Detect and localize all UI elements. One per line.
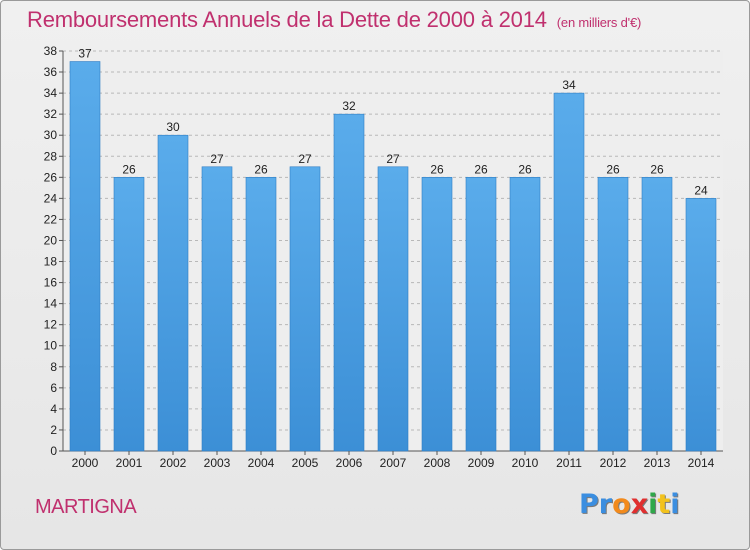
logo-letter: x: [630, 489, 649, 520]
y-tick-label: 26: [44, 170, 58, 184]
bar: [421, 177, 453, 452]
bar-value-label: 24: [694, 183, 708, 197]
chart-title: Remboursements Annuels de la Dette de 20…: [27, 7, 641, 33]
x-tick-label: 2008: [424, 456, 451, 470]
logo-letter: t: [657, 489, 671, 520]
x-tick-label: 2000: [72, 456, 99, 470]
x-tick-label: 2010: [512, 456, 539, 470]
x-tick-label: 2003: [204, 456, 231, 470]
y-tick-label: 32: [44, 107, 58, 121]
x-tick-label: 2006: [336, 456, 363, 470]
bar-value-label: 26: [254, 162, 268, 176]
y-tick-label: 6: [50, 381, 57, 395]
x-tick-label: 2013: [644, 456, 671, 470]
bar-value-label: 27: [298, 152, 312, 166]
bar: [465, 177, 497, 452]
bar: [597, 177, 629, 452]
bar: [377, 166, 409, 452]
commune-name: MARTIGNA: [35, 496, 137, 518]
y-tick-label: 20: [44, 233, 58, 247]
bar-value-label: 32: [342, 99, 356, 113]
y-tick-label: 0: [50, 444, 57, 458]
bar-value-label: 26: [122, 162, 136, 176]
bar-value-label: 37: [78, 47, 92, 61]
y-tick-label: 4: [50, 402, 57, 416]
bar: [641, 177, 673, 452]
bar: [289, 166, 321, 452]
y-tick-label: 16: [44, 276, 58, 290]
x-tick-label: 2001: [116, 456, 143, 470]
x-tick-label: 2012: [600, 456, 627, 470]
logo-letter: i: [670, 489, 680, 520]
bar-value-label: 27: [386, 152, 400, 166]
proxiti-logo: Proxiti: [579, 489, 680, 520]
y-tick-label: 14: [44, 297, 58, 311]
y-tick-label: 18: [44, 255, 58, 269]
bar-value-label: 26: [474, 162, 488, 176]
x-tick-label: 2011: [556, 456, 582, 470]
bar: [245, 177, 277, 452]
y-tick-label: 38: [44, 44, 58, 58]
x-tick-label: 2002: [160, 456, 187, 470]
x-tick-label: 2004: [248, 456, 275, 470]
logo-letter: o: [612, 489, 631, 520]
bar-value-label: 26: [430, 162, 444, 176]
bar: [333, 113, 365, 452]
bar: [509, 177, 541, 452]
bar-value-label: 27: [210, 152, 224, 166]
y-tick-label: 24: [44, 191, 58, 205]
y-tick-label: 12: [44, 318, 58, 332]
chart-subtitle: (en milliers d'€): [556, 15, 642, 30]
x-tick-label: 2009: [468, 456, 495, 470]
logo-letter: i: [648, 489, 658, 520]
bar-value-label: 30: [166, 120, 180, 134]
bar: [113, 177, 145, 452]
bar: [157, 134, 189, 452]
bar: [69, 61, 101, 452]
logo-letter: r: [598, 489, 613, 520]
y-tick-label: 30: [44, 128, 58, 142]
y-tick-label: 36: [44, 65, 58, 79]
bar: [553, 92, 585, 452]
bar-value-label: 26: [518, 162, 532, 176]
bar: [201, 166, 233, 452]
y-tick-label: 22: [44, 212, 58, 226]
x-tick-label: 2005: [292, 456, 319, 470]
x-tick-label: 2014: [688, 456, 715, 470]
y-tick-label: 2: [50, 423, 57, 437]
y-tick-label: 34: [44, 86, 58, 100]
bar-value-label: 26: [650, 162, 664, 176]
y-tick-label: 10: [44, 339, 58, 353]
y-tick-label: 8: [50, 360, 57, 374]
y-tick-label: 28: [44, 149, 58, 163]
x-tick-label: 2007: [380, 456, 407, 470]
bar: [685, 198, 717, 452]
chart-title-text: Remboursements Annuels de la Dette de 20…: [27, 7, 547, 32]
bar-value-label: 26: [606, 162, 620, 176]
logo-letter: P: [579, 489, 599, 520]
bar-value-label: 34: [562, 78, 576, 92]
